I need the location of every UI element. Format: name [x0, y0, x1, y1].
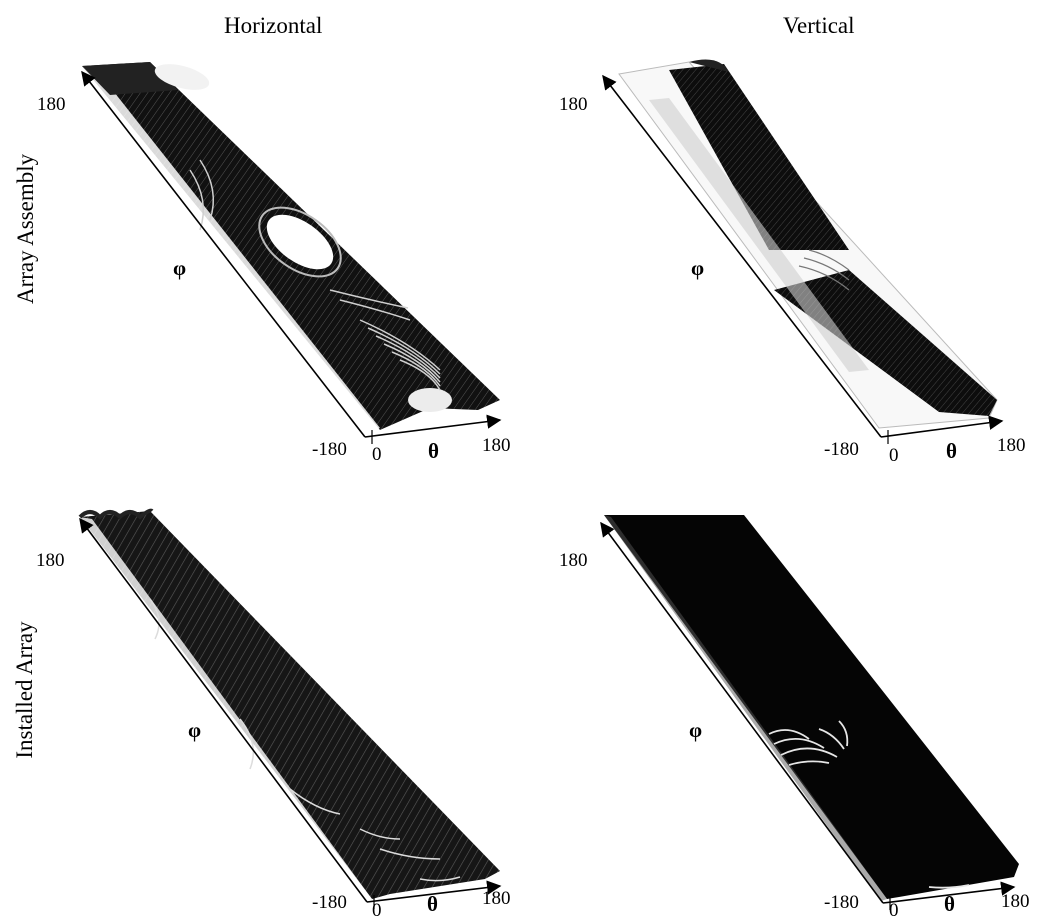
surface-plot	[604, 515, 1019, 901]
phi-min-label: -180	[312, 439, 347, 460]
theta-max-label: 180	[482, 888, 511, 909]
phi-min-label: -180	[312, 892, 347, 913]
column-title-vertical: Vertical	[783, 13, 855, 38]
theta-min-label: 0	[372, 900, 382, 918]
phi-max-label: 180	[559, 550, 588, 571]
theta-min-label: 0	[889, 445, 899, 466]
column-title-horizontal: Horizontal	[224, 13, 323, 38]
surface-plot	[82, 62, 500, 432]
phi-symbol: φ	[691, 256, 704, 280]
phi-max-label: 180	[559, 94, 588, 115]
theta-max-label: 180	[1001, 891, 1030, 912]
phi-symbol: φ	[689, 718, 702, 742]
phi-min-label: -180	[824, 439, 859, 460]
theta-min-label: 0	[889, 900, 899, 918]
phi-axis	[81, 70, 366, 438]
theta-symbol: θ	[944, 892, 955, 916]
theta-symbol: θ	[946, 439, 957, 463]
surface-plot	[78, 508, 500, 901]
theta-axis	[364, 414, 502, 438]
panel-installed-vertical: 180 φ -180 0 θ 180	[559, 515, 1030, 918]
phi-axis	[79, 517, 368, 903]
surface-plot	[618, 59, 998, 429]
phi-min-label: -180	[824, 892, 859, 913]
phi-symbol: φ	[188, 718, 201, 742]
phi-symbol: φ	[173, 256, 186, 280]
theta-symbol: θ	[428, 439, 439, 463]
theta-min-label: 0	[372, 444, 382, 465]
panel-assembly-horizontal: 180 φ -180 0 θ 180	[37, 62, 511, 465]
axes	[602, 74, 1004, 444]
axes	[600, 521, 1016, 910]
theta-symbol: θ	[427, 892, 438, 916]
theta-axis	[880, 415, 1004, 438]
phi-axis	[600, 521, 884, 904]
phi-max-label: 180	[36, 550, 65, 571]
phi-max-label: 180	[37, 94, 66, 115]
theta-max-label: 180	[997, 435, 1026, 456]
phi-axis	[602, 74, 882, 438]
axes	[79, 517, 502, 909]
theta-axis	[882, 881, 1016, 904]
theta-max-label: 180	[482, 435, 511, 456]
theta-axis	[366, 880, 502, 903]
axes	[81, 70, 502, 444]
panel-installed-horizontal: 180 φ -180 0 θ 180	[36, 508, 511, 918]
panel-assembly-vertical: 180 φ -180 0 θ 180	[559, 59, 1026, 466]
